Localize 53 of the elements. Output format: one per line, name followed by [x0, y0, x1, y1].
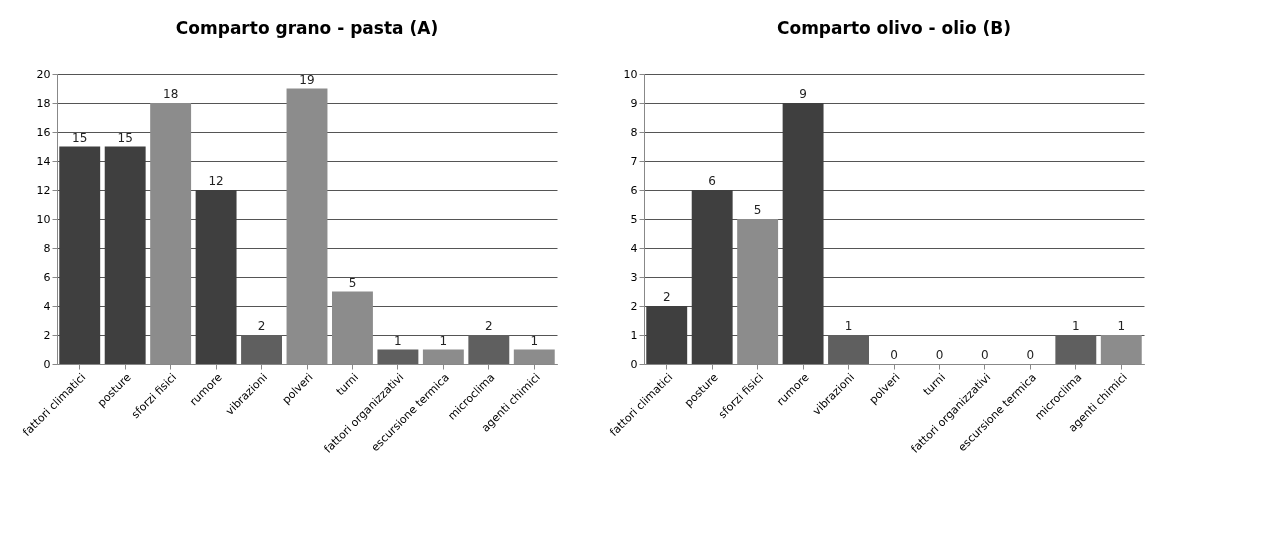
data-label: 1 — [530, 333, 539, 348]
bar — [646, 306, 688, 364]
y-tick-label: 16 — [36, 125, 51, 139]
y-tick-label: 7 — [630, 154, 638, 168]
y-tick-label: 20 — [36, 67, 51, 81]
chart-title: Comparto grano - pasta (A) — [175, 18, 439, 38]
data-label: 2 — [662, 290, 671, 304]
bar — [782, 103, 824, 364]
data-label: 2 — [485, 319, 493, 333]
bar — [59, 146, 101, 364]
y-tick-label: 2 — [43, 328, 51, 342]
y-tick-label: 18 — [36, 96, 51, 110]
y-tick-label: 9 — [630, 96, 638, 110]
bar — [104, 146, 146, 364]
bar — [691, 190, 733, 364]
bar — [195, 190, 237, 364]
data-label: 1 — [844, 319, 853, 333]
data-label: 6 — [708, 174, 716, 188]
data-label: 1 — [1072, 319, 1080, 333]
data-label: 5 — [348, 275, 357, 290]
y-tick-label: 4 — [43, 299, 51, 313]
data-label: 0 — [890, 348, 898, 362]
data-label: 9 — [799, 87, 807, 101]
data-label: 0 — [935, 348, 944, 362]
y-tick-label: 8 — [43, 241, 51, 255]
y-tick-label: 3 — [630, 270, 638, 284]
data-label: 2 — [257, 319, 266, 333]
y-tick-label: 14 — [36, 154, 51, 168]
data-label: 15 — [72, 130, 88, 145]
data-label: 15 — [117, 130, 133, 145]
data-label: 0 — [981, 348, 989, 362]
y-tick-label: 4 — [630, 241, 638, 255]
bar — [377, 349, 419, 364]
y-tick-label: 0 — [43, 357, 51, 371]
y-tick-label: 0 — [630, 357, 638, 371]
data-label: 12 — [208, 174, 224, 188]
y-tick-label: 1 — [630, 328, 638, 342]
data-label: 1 — [394, 333, 402, 348]
y-tick-label: 6 — [630, 183, 638, 197]
y-tick-label: 12 — [36, 183, 51, 197]
chart-title: Comparto olivo - olio (B) — [776, 18, 1012, 38]
y-tick-label: 5 — [630, 212, 638, 226]
data-label: 18 — [163, 87, 179, 101]
data-label: 0 — [1026, 348, 1035, 362]
data-label: 1 — [439, 333, 448, 348]
y-tick-label: 6 — [43, 270, 51, 284]
data-label: 1 — [1117, 319, 1126, 333]
y-tick-label: 10 — [36, 212, 51, 226]
y-tick-label: 2 — [630, 299, 638, 313]
y-tick-label: 10 — [623, 67, 638, 81]
y-tick-label: 8 — [630, 125, 638, 139]
data-label: 19 — [299, 72, 315, 87]
data-label: 5 — [753, 203, 762, 217]
